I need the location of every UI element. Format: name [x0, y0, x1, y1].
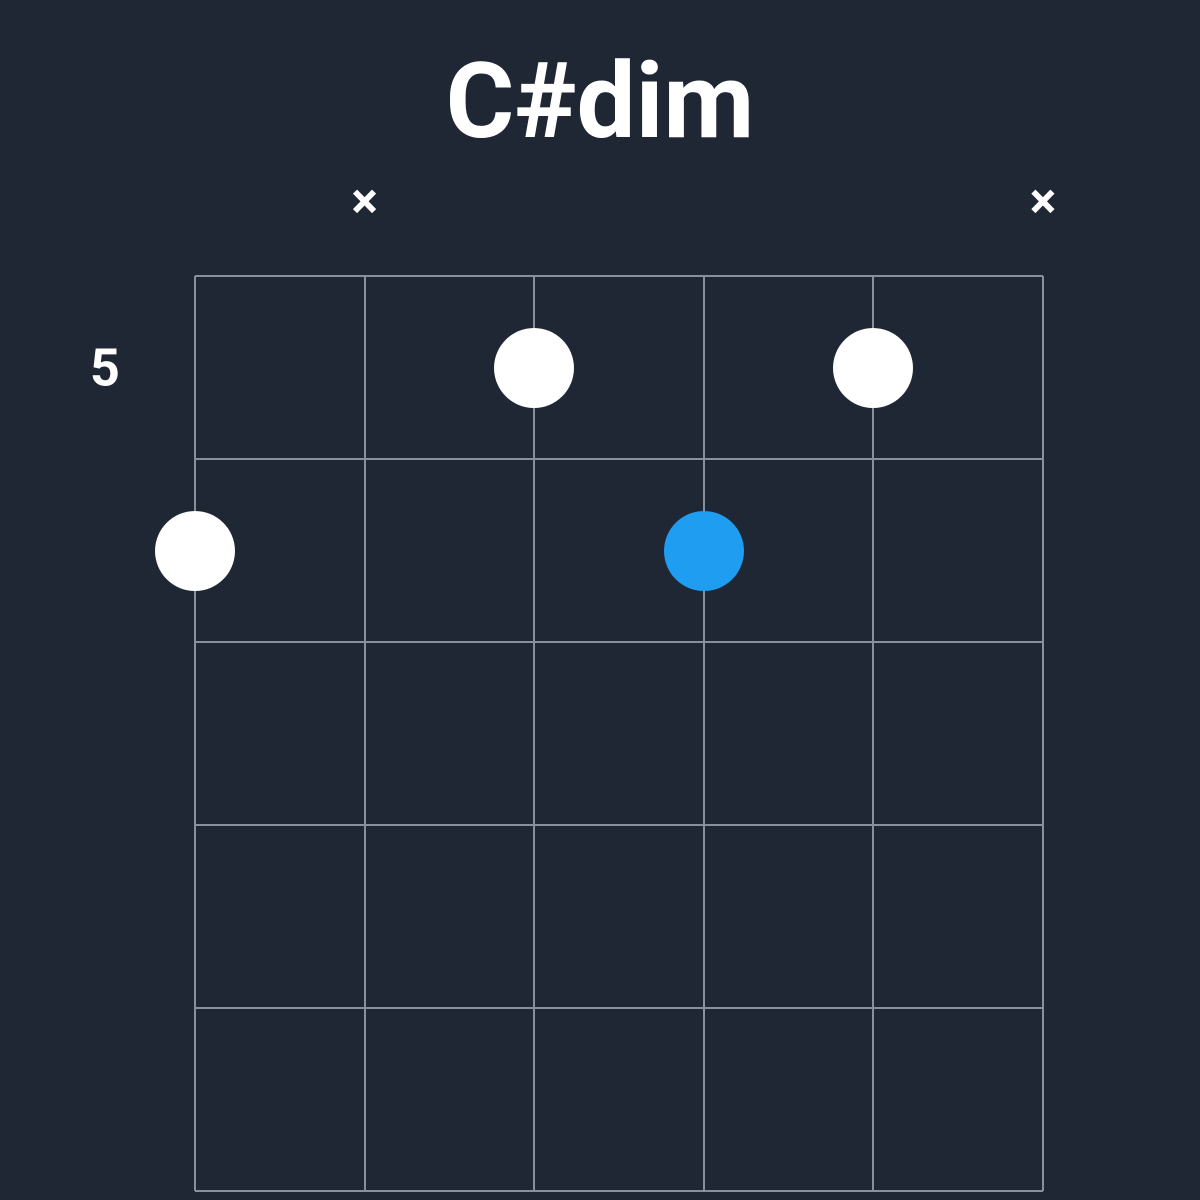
- chord-name: C#dim: [446, 40, 755, 163]
- chord-diagram: C#dim × × 5: [0, 0, 1200, 1200]
- string-line: [703, 276, 705, 1191]
- string-line: [533, 276, 535, 1191]
- string-line: [1042, 276, 1044, 1191]
- fret-line: [195, 1190, 1043, 1192]
- starting-fret-label: 5: [90, 337, 120, 398]
- finger-dot: [833, 328, 913, 408]
- fret-line: [195, 824, 1043, 826]
- string-line: [194, 276, 196, 1191]
- fret-line: [195, 641, 1043, 643]
- finger-dot: [494, 328, 574, 408]
- root-note-dot: [664, 511, 744, 591]
- fret-line: [195, 275, 1043, 277]
- muted-string-icon: ×: [1030, 177, 1057, 227]
- fret-line: [195, 458, 1043, 460]
- string-line: [364, 276, 366, 1191]
- muted-string-icon: ×: [351, 177, 378, 227]
- fret-line: [195, 1007, 1043, 1009]
- string-line: [872, 276, 874, 1191]
- finger-dot: [155, 511, 235, 591]
